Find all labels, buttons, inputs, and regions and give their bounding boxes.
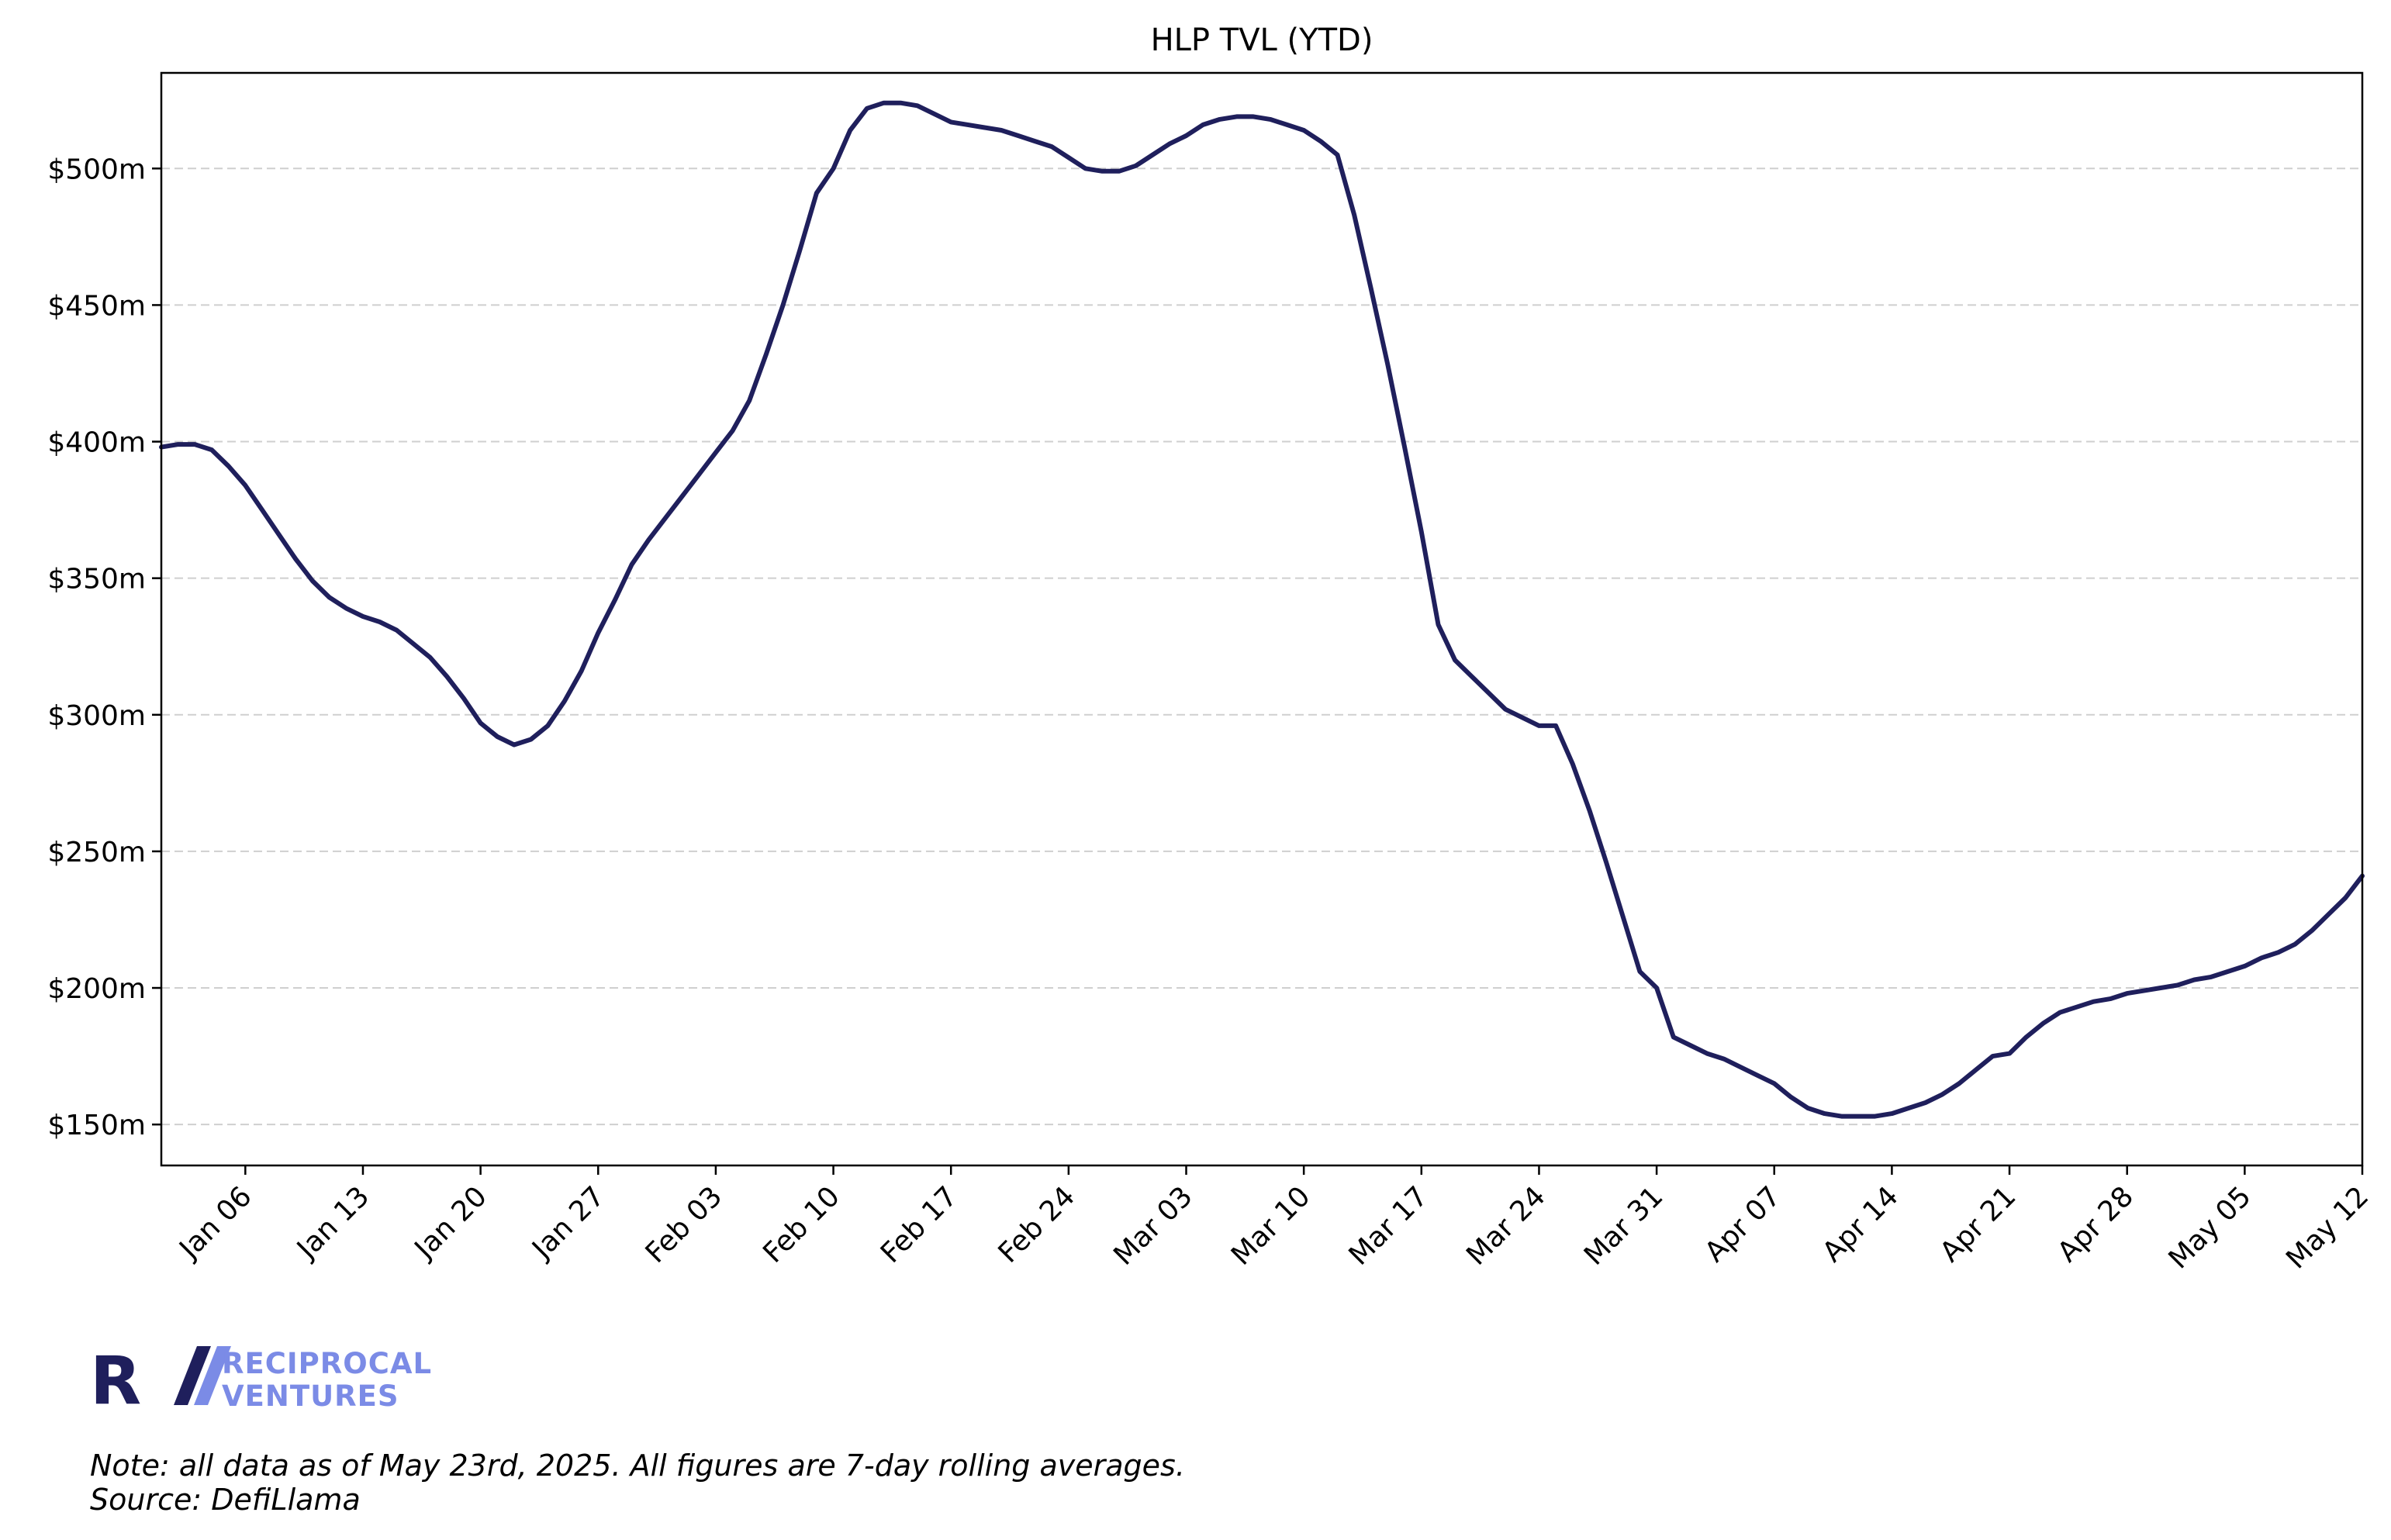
y-tick-label: $450m — [47, 290, 146, 322]
source-text: Source: DefiLlama — [90, 1483, 361, 1517]
note-text: Note: all data as of May 23rd, 2025. All… — [90, 1448, 1185, 1483]
x-tick-label: Apr 14 — [1816, 1180, 1905, 1269]
logo-line-1: RECIPROCAL — [222, 1347, 433, 1380]
y-tick-label: $250m — [47, 837, 146, 868]
x-tick-label: Jan 06 — [173, 1180, 258, 1265]
y-axis: $150m $200m $250m $300m $350m $400m $450m $500m — [47, 154, 161, 1141]
y-tick-label: $350m — [47, 564, 146, 596]
x-tick-label: Feb 24 — [993, 1180, 1082, 1269]
series-line — [159, 100, 2365, 1119]
plot-area — [159, 100, 2365, 1119]
tvl-line-chart: HLP TVL (YTD) $150m$200m$250m$300m$350m$… — [47, 22, 2375, 1275]
x-tick-label: Feb 03 — [640, 1180, 729, 1269]
x-tick-label: Mar 24 — [1460, 1180, 1552, 1272]
x-tick-label: Mar 31 — [1578, 1180, 1670, 1272]
x-axis: Jan 06 Jan 13 Jan 20 Jan 27 Feb 03 Feb 10 Feb … — [173, 1165, 2375, 1275]
x-tick-label: Apr 21 — [1934, 1180, 2023, 1269]
y-tick-label: $150m — [47, 1110, 146, 1141]
x-tick-label: Apr 07 — [1699, 1180, 1788, 1269]
x-tick-label: Mar 03 — [1107, 1180, 1199, 1272]
x-tick-label: Feb 17 — [875, 1180, 964, 1269]
svg-text:R: R — [90, 1346, 141, 1416]
chart-title: HLP TVL (YTD) — [1151, 22, 1373, 58]
y-tick-label: $200m — [47, 973, 146, 1005]
logo-line-2: VENTURES — [222, 1379, 399, 1413]
plot-frame — [160, 71, 2364, 1167]
x-tick-label: Mar 10 — [1225, 1180, 1317, 1272]
x-tick-label: Jan 27 — [525, 1180, 610, 1265]
x-tick-label: May 05 — [2163, 1180, 2258, 1275]
logo-mark-icon: R — [90, 1346, 231, 1416]
x-tick-label: Jan 13 — [290, 1180, 375, 1265]
x-tick-label: Apr 28 — [2052, 1180, 2140, 1269]
x-tick-label: Feb 10 — [757, 1180, 846, 1269]
x-tick-label: Jan 20 — [408, 1180, 493, 1265]
x-tick-label: May 12 — [2280, 1180, 2375, 1275]
chart-footnote: Note: all data as of May 23rd, 2025. All… — [90, 1448, 1185, 1517]
reciprocal-ventures-logo: R — [90, 1346, 231, 1416]
y-tick-label: $300m — [47, 700, 146, 732]
grid-lines — [161, 167, 2362, 1126]
y-tick-label: $500m — [47, 154, 146, 185]
logo-wordmark: RECIPROCAL VENTURES — [222, 1348, 432, 1413]
y-tick-label: $400m — [47, 427, 146, 459]
x-tick-label: Mar 17 — [1343, 1180, 1435, 1272]
